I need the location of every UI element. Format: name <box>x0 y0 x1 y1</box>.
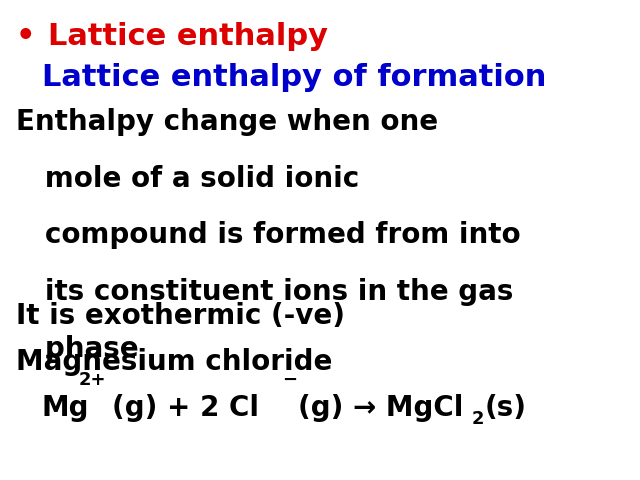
Text: (s): (s) <box>484 394 527 421</box>
Text: 2+: 2+ <box>79 371 106 389</box>
Text: •: • <box>16 22 35 50</box>
Text: (g) → MgCl: (g) → MgCl <box>298 394 463 421</box>
Text: phase: phase <box>16 335 139 362</box>
Text: mole of a solid ionic: mole of a solid ionic <box>16 165 359 192</box>
Text: Mg: Mg <box>42 394 89 421</box>
Text: (g) + 2 Cl: (g) + 2 Cl <box>112 394 259 421</box>
Text: its constituent ions in the gas: its constituent ions in the gas <box>16 278 513 306</box>
Text: −: − <box>282 371 298 389</box>
Text: Enthalpy change when one: Enthalpy change when one <box>16 108 438 136</box>
Text: Lattice enthalpy: Lattice enthalpy <box>48 22 328 50</box>
Text: It is exothermic (-ve): It is exothermic (-ve) <box>16 302 345 330</box>
Text: Lattice enthalpy of formation: Lattice enthalpy of formation <box>42 63 546 92</box>
Text: compound is formed from into: compound is formed from into <box>16 221 520 249</box>
Text: Magnesium chloride: Magnesium chloride <box>16 348 332 376</box>
Text: 2: 2 <box>472 410 484 429</box>
